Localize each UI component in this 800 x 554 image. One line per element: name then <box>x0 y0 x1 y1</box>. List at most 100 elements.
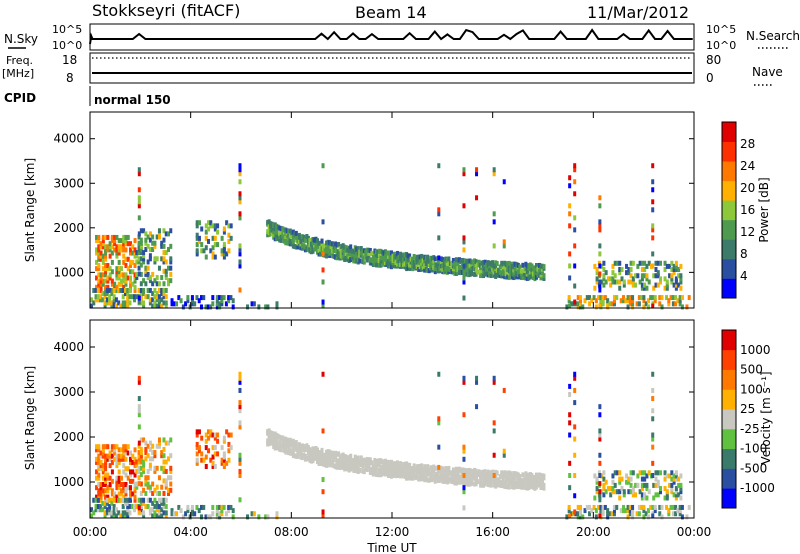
velocity-cell-28 <box>99 466 103 472</box>
power-cell-995 <box>385 253 389 259</box>
power-cell-680 <box>674 285 678 291</box>
velocity-cell-761 <box>290 442 294 448</box>
power-cell-426 <box>197 238 201 244</box>
power-cell-379 <box>172 301 176 307</box>
power-cell-965 <box>374 254 378 260</box>
power-cell-328 <box>133 297 137 303</box>
velocity-cell-1419 <box>238 387 242 393</box>
time-axis: 00:00 04:00 08:00 12:00 16:00 20:00 00:00 <box>73 112 712 539</box>
power-cell-1434 <box>437 163 441 169</box>
velocity-cell-953 <box>370 467 374 473</box>
velocity-cell-1078 <box>418 473 422 479</box>
power-cell-640 <box>643 260 647 266</box>
velocity-cell-150 <box>129 478 133 484</box>
power-cell-501 <box>590 298 594 304</box>
velocity-cell-623 <box>631 470 635 476</box>
power-cell-187 <box>139 256 143 262</box>
power-cell-672 <box>670 276 674 282</box>
power-cell-1280 <box>498 272 502 278</box>
velocity-cell-821 <box>315 456 319 462</box>
velocity-cell-1314 <box>510 477 514 483</box>
velocity-cell-1024 <box>397 471 401 477</box>
velocity-cell-1268 <box>494 483 498 489</box>
power-cell-1080 <box>418 258 422 264</box>
velocity-cell-526 <box>624 508 628 514</box>
velocity-cell-383 <box>181 514 185 520</box>
power-cell-1343 <box>522 274 526 280</box>
velocity-cell-1413 <box>238 452 242 458</box>
velocity-cell-356 <box>155 513 159 519</box>
power-cell-1237 <box>482 262 486 268</box>
power-cell-26 <box>99 275 103 281</box>
power-cell-618 <box>629 267 633 273</box>
power-cell-183 <box>137 234 141 240</box>
velocity-cell-391 <box>193 511 197 517</box>
power-cell-903 <box>349 251 353 257</box>
velocity-cell-885 <box>343 466 347 472</box>
velocity-cell-480 <box>266 514 270 520</box>
velocity-cell-930 <box>359 459 363 465</box>
nsky-panel-frame <box>89 23 695 51</box>
power-cell-18 <box>97 247 101 253</box>
power-cell-1072 <box>415 254 419 260</box>
power-cell-39 <box>101 253 105 259</box>
velocity-cell-1427 <box>321 460 325 466</box>
velocity-cell-335 <box>139 507 143 513</box>
x-tick-label-6: 00:00 <box>677 525 712 539</box>
velocity-cell-462 <box>222 457 226 463</box>
power-cell-772 <box>294 237 298 243</box>
velocity-cell-298 <box>110 500 114 506</box>
power-cell-573 <box>593 263 597 269</box>
velocity-cell-734 <box>279 435 283 441</box>
velocity-cell-374 <box>164 510 168 516</box>
velocity-cell-347 <box>148 507 152 513</box>
power-cell-820 <box>315 249 319 255</box>
power-cell-859 <box>332 253 336 259</box>
power-cell-1181 <box>457 257 461 263</box>
power-cell-478 <box>257 304 261 310</box>
power-cell-920 <box>355 250 359 256</box>
velocity-cell-1299 <box>504 471 508 477</box>
velocity-cell-744 <box>284 443 288 449</box>
power-cell-671 <box>670 279 674 285</box>
velocity-cell-613 <box>627 489 631 495</box>
power-cell-1092 <box>423 263 427 269</box>
velocity-cell-292 <box>108 510 112 516</box>
velocity-cell-1115 <box>432 467 436 473</box>
power-cell-170 <box>133 238 137 244</box>
velocity-cell-101 <box>117 491 121 497</box>
power-cell-1171 <box>454 267 458 273</box>
power-cell-93 <box>115 269 119 275</box>
velocity-cell-899 <box>347 460 351 466</box>
power-cell-645 <box>647 279 651 285</box>
power-cell-720 <box>273 222 277 228</box>
power-cell-523 <box>619 298 623 304</box>
power-cell-29 <box>99 253 103 259</box>
power-cell-1422 <box>238 163 242 169</box>
velocity-cell-1415 <box>238 420 242 426</box>
velocity-cell-1023 <box>396 460 400 466</box>
power-cell-553 <box>658 295 662 301</box>
velocity-cell-429 <box>200 457 204 463</box>
velocity-cell-159 <box>131 459 135 465</box>
power-cell-733 <box>279 234 283 240</box>
velocity-cell-181 <box>137 453 141 459</box>
velocity-cell-1370 <box>531 475 535 481</box>
velocity-cell-1466 <box>568 383 572 389</box>
velocity-cell-1256 <box>489 482 493 488</box>
velocity-cell-1336 <box>519 484 523 490</box>
power-cell-171 <box>135 275 139 281</box>
velocity-cell-179 <box>137 459 141 465</box>
power-cell-429 <box>200 248 204 254</box>
velocity-cell-294 <box>108 504 112 510</box>
velocity-cell-186 <box>139 472 143 478</box>
power-cell-975 <box>379 262 383 268</box>
velocity-cbar-seg-4 <box>722 409 736 430</box>
power-cell-212 <box>146 243 150 249</box>
velocity-cell-1461 <box>568 460 572 466</box>
velocity-cell-883 <box>341 456 345 462</box>
velocity-cell-1260 <box>489 470 493 476</box>
velocity-cell-551 <box>653 504 657 510</box>
velocity-cell-96 <box>115 459 119 465</box>
station-title: Stokkseyri (fitACF) <box>92 1 240 20</box>
